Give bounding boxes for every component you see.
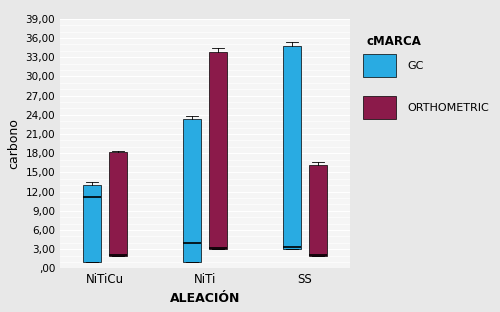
PathPatch shape (283, 46, 301, 249)
Text: cMARCA: cMARCA (367, 36, 422, 48)
PathPatch shape (109, 153, 127, 256)
Y-axis label: carbono: carbono (7, 118, 20, 169)
Text: ORTHOMETRIC: ORTHOMETRIC (407, 103, 489, 113)
X-axis label: ALEACIÓN: ALEACIÓN (170, 292, 240, 305)
PathPatch shape (209, 52, 227, 249)
PathPatch shape (83, 185, 101, 262)
FancyBboxPatch shape (362, 54, 396, 77)
PathPatch shape (309, 165, 327, 256)
PathPatch shape (183, 119, 201, 262)
Text: GC: GC (407, 61, 424, 71)
FancyBboxPatch shape (362, 96, 396, 119)
